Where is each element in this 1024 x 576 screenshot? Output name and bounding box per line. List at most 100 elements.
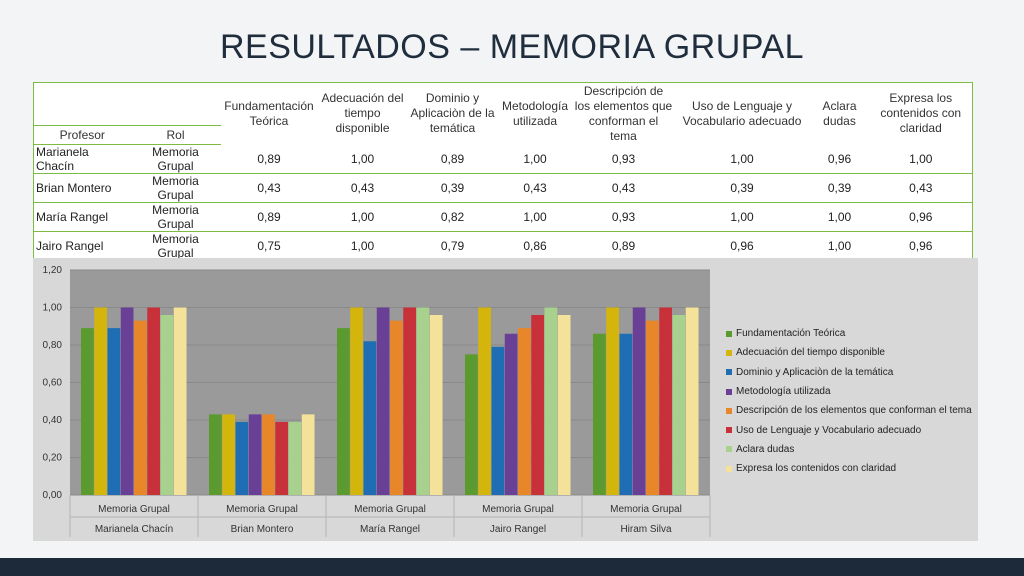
col-header: Fundamentación Teórica bbox=[224, 98, 314, 128]
bar bbox=[544, 307, 558, 495]
col-header-rol: Rol bbox=[130, 125, 221, 145]
cell-value: 0,96 bbox=[869, 231, 973, 261]
bar bbox=[685, 307, 699, 495]
bar bbox=[120, 307, 134, 495]
bar bbox=[606, 307, 619, 495]
cell-value: 1,00 bbox=[869, 144, 973, 174]
cell-value: 0,82 bbox=[407, 202, 498, 232]
legend-item: Fundamentación Teórica bbox=[726, 324, 972, 343]
footer-bar bbox=[0, 558, 1024, 576]
legend-item: Expresa los contenidos con claridad bbox=[726, 459, 972, 478]
table-row: María Rangel Memoria Grupal 0,89 1,00 0,82 1,… bbox=[33, 202, 973, 232]
cell-profesor: María Rangel bbox=[33, 202, 131, 232]
bar bbox=[632, 307, 646, 495]
cell-value: 1,00 bbox=[497, 202, 573, 232]
cell-value: 0,43 bbox=[572, 173, 675, 203]
cell-value: 0,43 bbox=[869, 173, 973, 203]
cell-value: 1,00 bbox=[674, 144, 810, 174]
legend-label: Descripción de los elementos que conform… bbox=[736, 405, 972, 417]
bar bbox=[478, 307, 491, 495]
cell-value: 0,39 bbox=[809, 173, 870, 203]
bar bbox=[363, 341, 377, 495]
cell-value: 0,93 bbox=[572, 202, 675, 232]
bar bbox=[491, 346, 505, 495]
cell-value: 0,96 bbox=[869, 202, 973, 232]
bar bbox=[646, 320, 659, 495]
legend-label: Uso de Lenguaje y Vocabulario adecuado bbox=[736, 424, 922, 436]
bar bbox=[235, 421, 249, 495]
bar bbox=[619, 333, 633, 495]
legend-label: Dominio y Aplicaciòn de la temática bbox=[736, 366, 894, 378]
legend-label: Adecuación del tiempo disponible bbox=[736, 347, 885, 359]
y-tick-label: 0,80 bbox=[43, 340, 63, 351]
cell-value: 0,43 bbox=[317, 173, 408, 203]
x-tick-label: Memoria Grupal bbox=[98, 504, 170, 515]
bar bbox=[672, 315, 686, 495]
bar bbox=[134, 320, 147, 495]
legend-label: Expresa los contenidos con claridad bbox=[736, 463, 897, 475]
bar bbox=[81, 328, 94, 495]
cell-value: 0,89 bbox=[220, 202, 318, 232]
legend-swatch bbox=[726, 446, 732, 453]
col-header: Uso de Lenguaje y Vocabulario adecuado bbox=[682, 98, 802, 128]
cell-profesor: Marianela Chacín bbox=[33, 144, 131, 174]
legend-swatch bbox=[726, 330, 732, 337]
cell-value: 0,39 bbox=[674, 173, 810, 203]
bar bbox=[465, 354, 478, 495]
table-subheader-row: Profesor Rol bbox=[33, 125, 973, 145]
col-header-profesor: Profesor bbox=[33, 125, 131, 145]
cell-rol: Memoria Grupal bbox=[130, 144, 221, 174]
cell-value: 1,00 bbox=[809, 202, 870, 232]
legend-swatch bbox=[726, 369, 732, 376]
bar bbox=[147, 307, 160, 495]
x-tick-label: Memoria Grupal bbox=[226, 504, 298, 515]
cell-value: 0,93 bbox=[572, 144, 675, 174]
col-header: Metodología utilizada bbox=[501, 98, 569, 128]
bar bbox=[301, 414, 315, 495]
bar bbox=[262, 414, 275, 495]
cell-value: 0,39 bbox=[407, 173, 498, 203]
x-tick-label: María Rangel bbox=[360, 524, 420, 535]
col-header: Descripción de los elementos que conform… bbox=[574, 83, 673, 143]
x-tick-label: Brian Montero bbox=[231, 524, 294, 535]
x-tick-label: Memoria Grupal bbox=[610, 504, 682, 515]
cell-value: 0,43 bbox=[497, 173, 573, 203]
cell-value: 0,79 bbox=[407, 231, 498, 261]
x-tick-label: Marianela Chacín bbox=[95, 524, 173, 535]
legend-label: Aclara dudas bbox=[736, 443, 795, 455]
cell-value: 0,43 bbox=[220, 173, 318, 203]
x-tick-label: Jairo Rangel bbox=[490, 524, 546, 535]
bar bbox=[160, 315, 174, 495]
table-row: Brian Montero Memoria Grupal 0,43 0,43 0,39 0… bbox=[33, 173, 973, 203]
bar bbox=[659, 307, 672, 495]
bar bbox=[107, 328, 121, 495]
x-tick-label: Memoria Grupal bbox=[482, 504, 554, 515]
legend-swatch bbox=[726, 388, 732, 395]
cell-value: 1,00 bbox=[809, 231, 870, 261]
y-tick-label: 0,60 bbox=[43, 378, 63, 389]
bar bbox=[390, 320, 403, 495]
legend-item: Adecuación del tiempo disponible bbox=[726, 343, 972, 362]
bar bbox=[504, 333, 518, 495]
cell-value: 0,89 bbox=[572, 231, 675, 261]
y-tick-label: 1,00 bbox=[43, 303, 63, 314]
cell-value: 1,00 bbox=[317, 231, 408, 261]
bar bbox=[416, 307, 430, 495]
cell-rol: Memoria Grupal bbox=[130, 173, 221, 203]
cell-value: 0,86 bbox=[497, 231, 573, 261]
cell-value: 1,00 bbox=[317, 202, 408, 232]
bar bbox=[350, 307, 363, 495]
y-tick-label: 0,00 bbox=[43, 490, 63, 501]
legend-swatch bbox=[726, 427, 732, 434]
legend-swatch bbox=[726, 349, 732, 356]
col-header: Dominio y Aplicaciòn de la temática bbox=[410, 91, 495, 136]
col-header: Expresa los contenidos con claridad bbox=[880, 91, 962, 136]
cell-profesor: Brian Montero bbox=[33, 173, 131, 203]
bar bbox=[275, 421, 288, 495]
cell-value: 0,89 bbox=[220, 144, 318, 174]
bar bbox=[429, 315, 443, 495]
page-title: RESULTADOS – MEMORIA GRUPAL bbox=[219, 28, 805, 66]
x-tick-label: Hiram Silva bbox=[620, 524, 672, 535]
bar-chart-panel: 0,00 0,20 0,40 0,60 0,80 1,00 1,20 Memoria Grup… bbox=[33, 258, 978, 541]
cell-value: 0,96 bbox=[674, 231, 810, 261]
